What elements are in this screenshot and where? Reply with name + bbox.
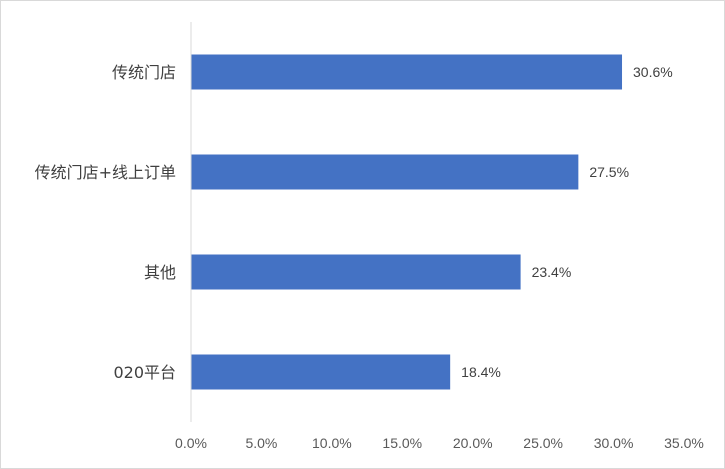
x-tick-labels: 0.0% 5.0% 10.0% 15.0% 20.0% 25.0% 30.0% 35.0% bbox=[175, 435, 704, 451]
x-tick-label-7: 30.0% bbox=[594, 435, 634, 451]
category-label-1: 传统门店 bbox=[112, 63, 176, 82]
x-tick-label-3: 10.0% bbox=[312, 435, 352, 451]
x-tick-label-2: 5.0% bbox=[245, 435, 277, 451]
bar-1 bbox=[191, 54, 623, 90]
x-tick-label-6: 25.0% bbox=[523, 435, 563, 451]
category-label-3: 其他 bbox=[144, 263, 176, 282]
data-label-3: 23.4% bbox=[532, 264, 572, 280]
data-label-4: 18.4% bbox=[461, 364, 501, 380]
category-label-2: 传统门店+线上订单 bbox=[35, 163, 176, 182]
bar-3 bbox=[191, 254, 521, 290]
data-label-2: 27.5% bbox=[589, 164, 629, 180]
data-label-1: 30.6% bbox=[633, 64, 673, 80]
x-tick-label-1: 0.0% bbox=[175, 435, 207, 451]
bar-2 bbox=[191, 154, 579, 190]
bars-group bbox=[191, 54, 623, 390]
category-label-4: 020平台 bbox=[113, 363, 176, 382]
data-labels: 30.6% 27.5% 23.4% 18.4% bbox=[461, 64, 673, 380]
bar-4 bbox=[191, 354, 451, 390]
x-tick-label-5: 20.0% bbox=[453, 435, 493, 451]
x-tick-label-4: 15.0% bbox=[382, 435, 422, 451]
x-tick-label-8: 35.0% bbox=[664, 435, 704, 451]
